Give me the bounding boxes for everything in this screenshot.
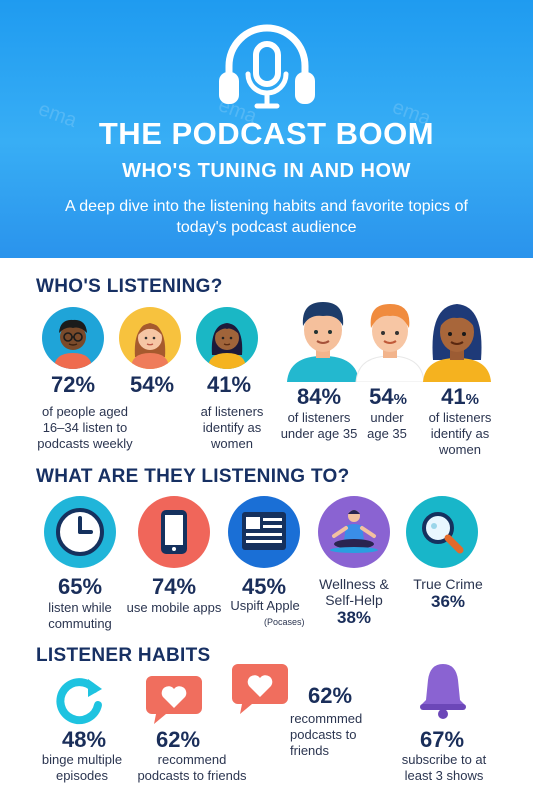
header-banner: ema ema ema THE PODCAST BOOM WHO'S TUNIN… [0,0,533,258]
heart-bubble-icon [232,664,288,714]
page-description: A deep dive into the listening habits an… [65,198,468,236]
stat-label: of listeners identify as women [428,410,492,457]
stat-value: 65% [57,574,103,599]
stat-label: binge multiple episodes [41,752,123,783]
news-app-icon [228,496,300,568]
stat-label: of listeners under age 35 [280,410,358,441]
stat-value: 62% [155,727,201,752]
stat-value: 41% [441,384,479,409]
stat-label: subscribe to at least 3 shows [401,752,487,783]
stat-label: Uspift Apple [230,598,300,613]
stat-value: 54% [129,372,175,397]
stat-label: recommend podcasts to friends [137,752,247,783]
stat-value: 36% [430,592,466,611]
heart-bubble-icon [146,676,202,724]
stat-label: under age 35 [367,410,407,441]
bell-icon [420,664,466,719]
stat-label: Wellness & Self-Help [319,576,389,608]
stat-label: use mobile apps [126,600,222,615]
stat-label: listen while commuting [48,600,112,631]
headphones-microphone-icon [219,24,315,109]
stat-label-note: (Pocases) [264,617,305,627]
stat-value: 38% [336,608,372,627]
avatar [119,307,181,369]
stat-label: recommmed podcasts to friends [290,711,363,758]
avatar [413,294,501,382]
section-heading-habits: LISTENER HABITS [36,645,211,666]
meditation-icon [318,496,390,568]
refresh-icon [56,678,102,725]
section-heading-what: WHAT ARE THEY LISTENING TO? [36,466,350,487]
stat-label: True Crime [413,576,483,592]
magnifier-icon [406,496,478,568]
clock-icon [44,496,116,568]
page-subtitle: WHO'S TUNING IN AND HOW [122,160,411,182]
stat-value: 62% [307,683,353,708]
stat-value: 41% [206,372,252,397]
stat-value: 67% [419,727,465,752]
stat-value: 74% [151,574,197,599]
section-heading-who: WHO'S LISTENING? [36,276,223,297]
stat-value: 84% [296,384,342,409]
stat-value: 54% [369,384,407,409]
avatar [279,294,367,382]
stat-value: 72% [50,372,96,397]
mobile-phone-icon [138,496,210,568]
stat-value: 45% [241,574,287,599]
avatar [346,294,434,382]
page-title: THE PODCAST BOOM [98,116,435,151]
avatar [42,307,104,369]
stat-label: af listeners identify as women [200,404,264,451]
stat-label: of people aged 16–34 listen to podcasts … [37,404,133,451]
stat-value: 48% [61,727,107,752]
avatar [196,307,258,369]
